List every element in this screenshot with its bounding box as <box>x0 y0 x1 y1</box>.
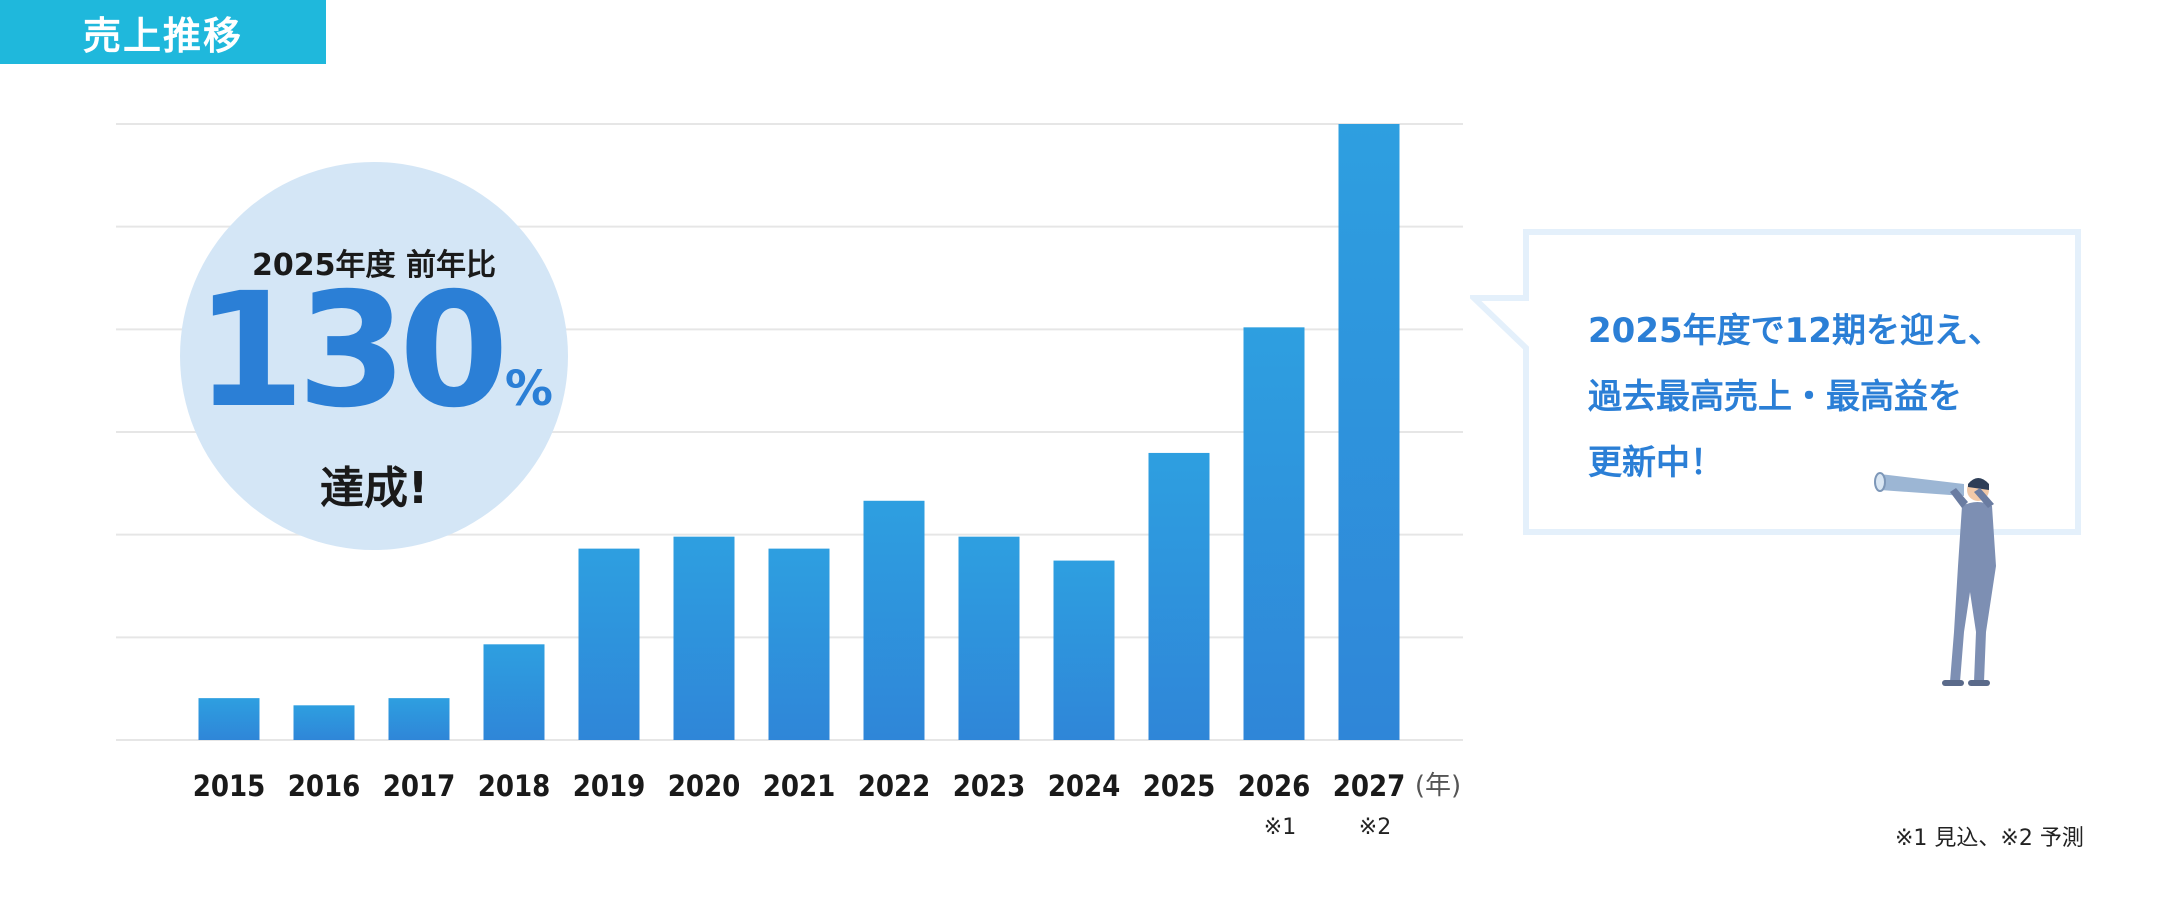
bar-2021 <box>768 548 830 740</box>
callout-line: 2025年度で12期を迎え、 <box>1588 311 2002 351</box>
bar-2017 <box>388 698 450 740</box>
callout-line: 過去最高売上・最高益を <box>1588 377 1962 417</box>
bar-2026 <box>1243 327 1305 740</box>
bar-2016 <box>293 705 355 740</box>
badge-footer: 達成! <box>319 463 429 514</box>
bar-2024 <box>1053 560 1115 740</box>
x-tick-label: 2025 <box>1143 769 1216 803</box>
x-tick-label: 2026 <box>1238 769 1311 803</box>
footnote-legend: ※1 見込、※2 予測 <box>1895 826 2084 851</box>
badge-unit: % <box>504 361 553 417</box>
x-tick-label: 2022 <box>858 769 931 803</box>
x-tick-label: 2017 <box>383 769 456 803</box>
badge-value-wrap: 130% <box>180 272 568 430</box>
callout-line: 更新中！ <box>1588 443 1724 483</box>
bar-2022 <box>863 500 925 740</box>
x-tick-label: 2024 <box>1048 769 1121 803</box>
bar-2019 <box>578 548 640 740</box>
bar-2023 <box>958 536 1020 740</box>
speech-bubble <box>1470 229 2081 535</box>
x-tick-label: 2021 <box>763 769 836 803</box>
bar-2015 <box>198 698 260 740</box>
x-tick-label: 2023 <box>953 769 1026 803</box>
person-with-telescope-icon <box>1874 472 1996 686</box>
badge-value: 130 <box>195 259 509 443</box>
bar-2020 <box>673 536 735 740</box>
x-tick-label: 2027 <box>1333 769 1406 803</box>
footnote-mark: ※2 <box>1359 815 1391 840</box>
bar-2027 <box>1338 124 1400 740</box>
x-tick-label: 2018 <box>478 769 551 803</box>
x-tick-label: 2015 <box>193 769 266 803</box>
growth-badge: 2025年度 前年比 130% 達成! <box>180 162 568 550</box>
bar-2018 <box>483 644 545 740</box>
speech-bubble-text: 2025年度で12期を迎え、 過去最高売上・最高益を 更新中！ <box>1588 298 2028 496</box>
badge-heading: 2025年度 前年比 <box>252 248 496 283</box>
x-tick-label: 2020 <box>668 769 741 803</box>
x-axis-unit: (年) <box>1415 771 1461 801</box>
section-title: 売上推移 <box>0 0 326 64</box>
x-tick-label: 2019 <box>573 769 646 803</box>
x-tick-label: 2016 <box>288 769 361 803</box>
footnote-mark: ※1 <box>1264 815 1296 840</box>
bar-2025 <box>1148 452 1210 740</box>
